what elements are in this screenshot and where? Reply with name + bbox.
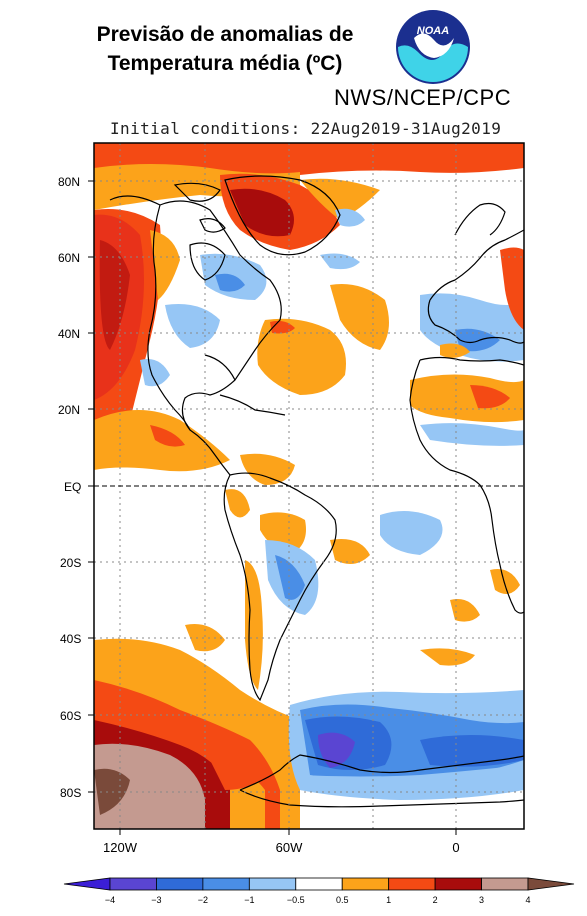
lon-label-0: 0 bbox=[452, 840, 459, 855]
colorbar-segment bbox=[156, 877, 204, 891]
title-line-2: Temperatura média (ºC) bbox=[107, 52, 343, 75]
title-line-1: Previsão de anomalias de bbox=[96, 23, 354, 46]
colorbar-tick-label: −4 bbox=[105, 895, 115, 905]
colorbar-segment bbox=[388, 877, 436, 891]
lat-label-60n: 60N bbox=[58, 251, 80, 265]
lat-label-60s: 60S bbox=[60, 709, 81, 723]
noaa-logo-icon: NOAA bbox=[396, 10, 470, 84]
anomaly-shading bbox=[94, 143, 524, 829]
coastlines bbox=[109, 175, 524, 808]
colorbar-tick-label: 2 bbox=[433, 895, 438, 905]
colorbar-tick-label: −1 bbox=[244, 895, 254, 905]
lat-label-20n: 20N bbox=[58, 403, 80, 417]
colorbar-tick-label: 1 bbox=[386, 895, 391, 905]
map-title: Previsão de anomalias de Temperatura méd… bbox=[60, 20, 390, 78]
colorbar-arrow-low bbox=[63, 877, 111, 891]
colorbar-tick-label: 4 bbox=[525, 895, 530, 905]
colorbar-tick-label: 0.5 bbox=[336, 895, 349, 905]
colorbar-segment bbox=[341, 877, 390, 891]
colorbar-arrow-high bbox=[527, 877, 575, 891]
organization-label: NWS/NCEP/CPC bbox=[334, 85, 512, 110]
colorbar-tick-label: 3 bbox=[479, 895, 484, 905]
colorbar-segment bbox=[202, 877, 250, 891]
initial-conditions-label: Initial conditions: 22Aug2019-31Aug2019 bbox=[110, 119, 502, 138]
colorbar-tick-label: −2 bbox=[198, 895, 208, 905]
lon-label-120w: 120W bbox=[103, 840, 138, 855]
lon-label-60w: 60W bbox=[276, 840, 303, 855]
lat-label-40n: 40N bbox=[58, 327, 80, 341]
colorbar-tick-label: −0.5 bbox=[287, 895, 305, 905]
latitude-axis: 80N 60N 40N 20N EQ 20S 40S 60S 80S bbox=[58, 175, 94, 800]
lat-label-80n: 80N bbox=[58, 175, 80, 189]
colorbar-segment bbox=[295, 877, 343, 891]
colorbar-segment bbox=[109, 877, 157, 891]
colorbar: −4 −3 −2 −1 −0.5 0.5 1 2 3 4 bbox=[63, 877, 575, 905]
colorbar-segment bbox=[434, 877, 482, 891]
noaa-logo-text: NOAA bbox=[417, 25, 449, 37]
lat-label-20s: 20S bbox=[60, 556, 81, 570]
lat-label-80s: 80S bbox=[60, 786, 81, 800]
lat-label-eq: EQ bbox=[64, 480, 81, 494]
colorbar-segment bbox=[248, 877, 297, 891]
colorbar-segment bbox=[481, 877, 529, 891]
lat-label-40s: 40S bbox=[60, 632, 81, 646]
longitude-axis: 120W 60W 0 bbox=[103, 829, 460, 855]
colorbar-tick-label: −3 bbox=[151, 895, 161, 905]
